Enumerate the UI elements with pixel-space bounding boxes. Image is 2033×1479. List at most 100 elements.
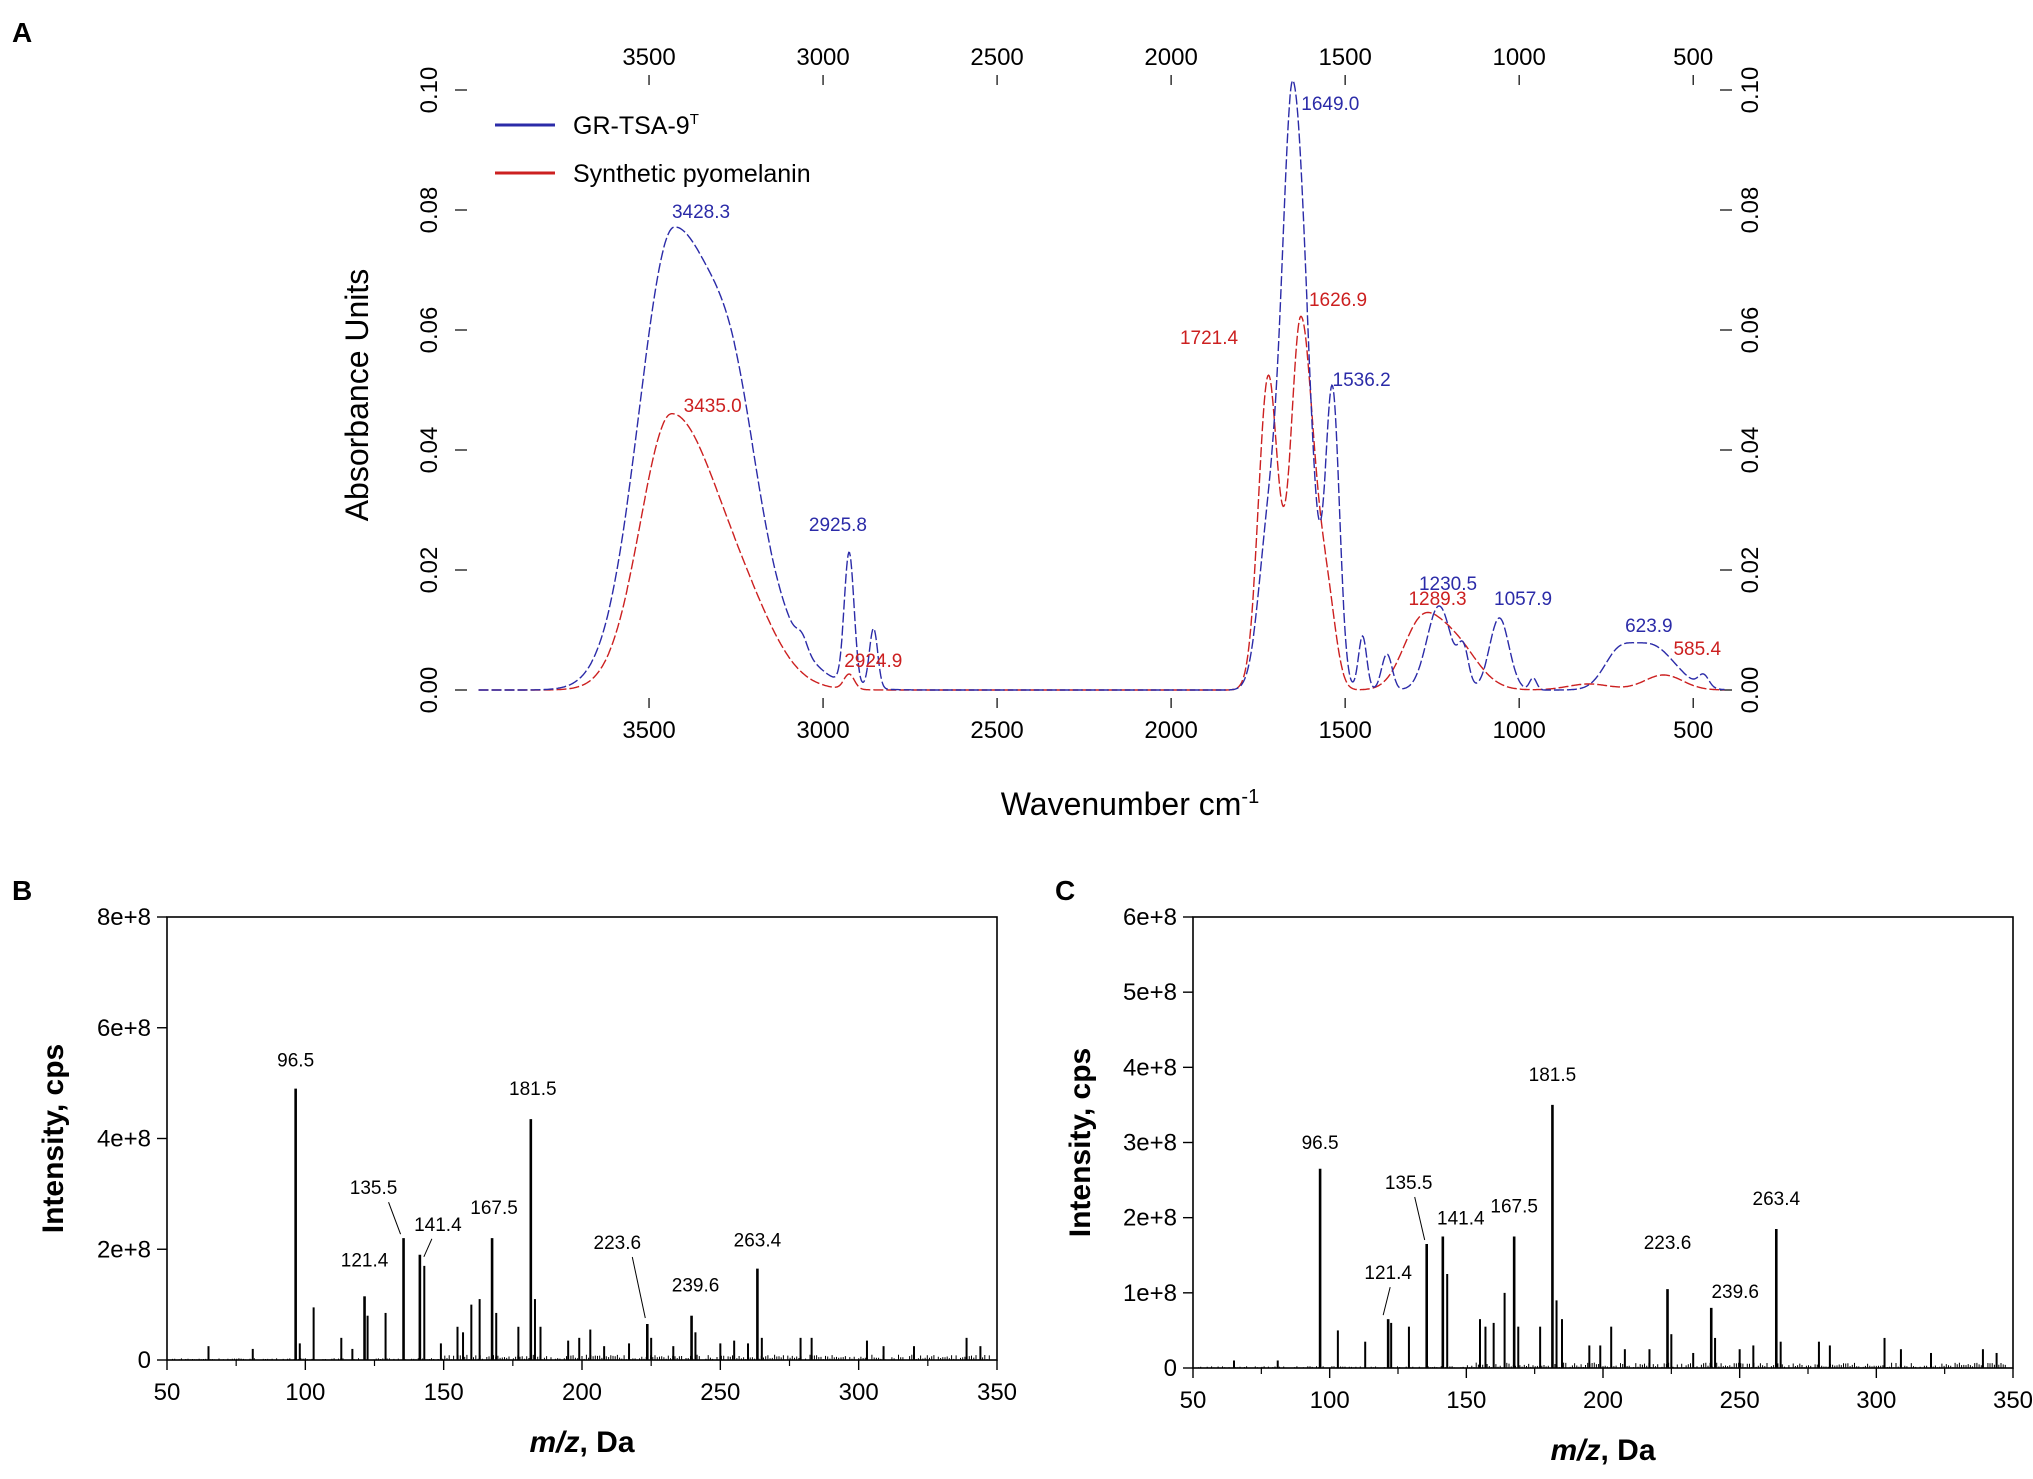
peak-label: 263.4 [734,1231,782,1252]
y-tick-label-right: 0.02 [1737,547,1764,594]
y-tick-label-left: 0.08 [416,187,443,234]
x-axis-title: Wavenumber cm-1 [1001,786,1259,822]
y-tick-label: 1e+8 [1123,1280,1177,1307]
peak-label: 96.5 [277,1051,314,1072]
peak-label: 1536.2 [1333,370,1391,391]
y-tick-label-right: 0.08 [1737,187,1764,234]
legend-label-superscript: T [690,111,699,128]
x-tick-label-bottom: 3500 [622,717,675,744]
peak-label: 1649.0 [1301,94,1359,115]
peak-label: 2924.9 [844,651,902,672]
x-axis-title-italic: m/z [529,1426,579,1459]
panel-letter-a: A [12,17,32,48]
x-tick-label-bottom: 2000 [1144,717,1197,744]
spectrum-line-gr-tsa-9t [478,79,1725,691]
x-tick-label: 100 [285,1379,325,1406]
y-tick-label: 6e+8 [1123,904,1177,931]
x-tick-label-top: 2000 [1144,44,1197,71]
peak-label: 181.5 [509,1079,557,1100]
x-tick-label: 350 [1993,1387,2033,1414]
x-tick-label-bottom: 500 [1673,717,1713,744]
x-tick-label-top: 3000 [796,44,849,71]
peak-label: 3435.0 [684,396,742,417]
x-tick-label: 250 [700,1379,740,1406]
x-tick-label: 50 [154,1379,181,1406]
peak-label: 121.4 [1364,1263,1412,1284]
x-tick-label-top: 500 [1673,44,1713,71]
peak-label: 263.4 [1753,1189,1801,1210]
x-tick-label-top: 1500 [1318,44,1371,71]
peak-label: 585.4 [1673,639,1721,660]
y-tick-label: 4e+8 [97,1126,151,1153]
peak-label: 135.5 [1385,1173,1433,1194]
x-tick-label-top: 3500 [622,44,675,71]
panel-letter-b: B [12,875,32,906]
peak-label: 1289.3 [1408,589,1466,610]
x-axis-title-rest: , Da [579,1426,634,1459]
y-tick-label-left: 0.06 [416,307,443,354]
y-tick-label: 2e+8 [1123,1205,1177,1232]
y-tick-label: 8e+8 [97,904,151,931]
x-axis-title-superscript: -1 [1241,786,1259,808]
ftir-chart: 3500 3500 3000 3000 2500 2500 2000 2000 1500 1500… [339,44,1764,822]
x-tick-label-bottom: 2500 [970,717,1023,744]
x-tick-label: 200 [562,1379,602,1406]
peak-label: 223.6 [594,1233,642,1254]
x-tick-label: 200 [1583,1387,1623,1414]
x-tick-label: 350 [977,1379,1017,1406]
y-axis-title: Intensity, cps [37,1044,70,1234]
legend-label-main: GR-TSA-9 [573,112,690,140]
x-tick-label: 300 [1856,1387,1896,1414]
peak-label: 239.6 [672,1276,720,1297]
peak-label: 1721.4 [1180,328,1239,349]
y-tick-label-right: 0.10 [1737,67,1764,114]
peak-label: 121.4 [341,1250,389,1271]
peak-label: 167.5 [470,1198,518,1219]
peak-label: 181.5 [1529,1065,1577,1086]
x-tick-label-top: 1000 [1492,44,1545,71]
callout-line [388,1201,402,1235]
y-tick-label-left: 0.00 [416,667,443,714]
peak-label: 96.5 [1302,1133,1339,1154]
x-tick-label: 150 [424,1379,464,1406]
y-tick-label-left: 0.04 [416,427,443,474]
peak-label: 1057.9 [1494,589,1552,610]
peak-label: 141.4 [1437,1208,1485,1229]
peak-label: 2925.8 [809,515,867,536]
callout-line [1414,1196,1426,1241]
y-tick-label: 5e+8 [1123,979,1177,1006]
y-tick-label-left: 0.10 [416,67,443,114]
ms-chart-c: 50 100 150 200 250 300 350 0 1e+8 2e+8 3e+8 4e+8 5e+… [1064,904,2033,1467]
plot-frame [166,916,998,1361]
x-tick-label-bottom: 1500 [1318,717,1371,744]
x-tick-label: 50 [1180,1387,1207,1414]
ms-chart-b: 50 100 150 200 250 300 350 0 2e+8 4e+8 6e+8 8e+8 Int… [37,904,1017,1459]
x-tick-label-bottom: 1000 [1492,717,1545,744]
y-tick-label-right: 0.06 [1737,307,1764,354]
x-axis-title-italic: m/z [1550,1434,1600,1467]
x-axis-title-main: Wavenumber cm [1001,786,1242,822]
y-axis-title: Intensity, cps [1064,1048,1097,1238]
y-axis-title: Absorbance Units [339,269,375,522]
peak-label: 223.6 [1644,1233,1692,1254]
y-tick-label: 6e+8 [97,1015,151,1042]
peak-label: 623.9 [1625,616,1673,637]
legend-label-synthetic-pyomelanin: Synthetic pyomelanin [573,160,811,188]
peak-label: 1626.9 [1309,290,1367,311]
y-tick-label: 0 [138,1347,151,1374]
spectrum-line-synthetic-pyomelanin [478,315,1725,691]
callout-line [1382,1287,1391,1316]
y-tick-label-right: 0.00 [1737,667,1764,714]
y-tick-label: 0 [1164,1355,1177,1382]
peak-label: 167.5 [1490,1196,1538,1217]
callout-line [631,1256,646,1319]
x-tick-label: 100 [1310,1387,1350,1414]
x-axis-title: m/z, Da [529,1426,634,1459]
legend-label-gr-tsa-9t: GR-TSA-9T [573,111,699,140]
x-axis-title-rest: , Da [1600,1434,1655,1467]
y-tick-label-right: 0.04 [1737,427,1764,474]
peak-label: 141.4 [414,1215,462,1236]
panel-letter-c: C [1055,875,1075,906]
y-tick-label: 4e+8 [1123,1054,1177,1081]
x-tick-label: 150 [1446,1387,1486,1414]
